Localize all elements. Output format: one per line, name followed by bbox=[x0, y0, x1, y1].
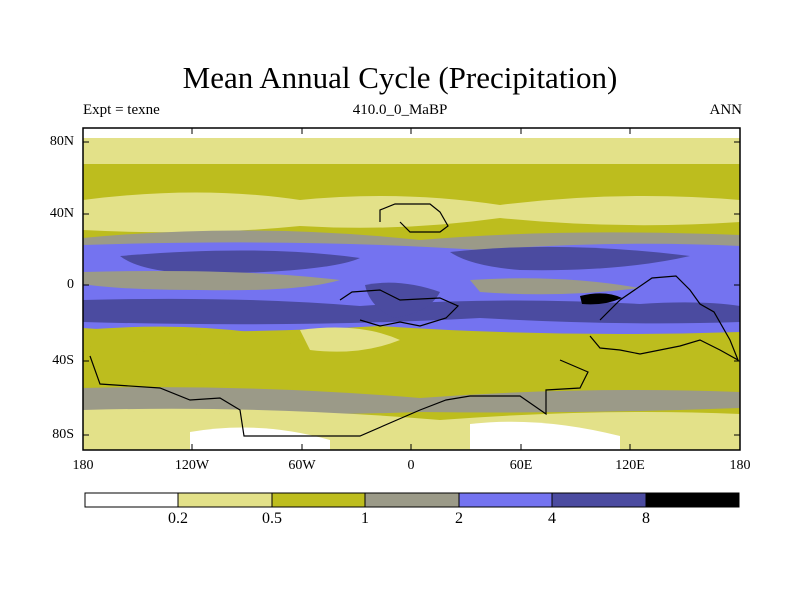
coastline-central-block bbox=[339, 289, 460, 327]
lat-label-0: 0 bbox=[67, 277, 74, 292]
colorbar-box-1 bbox=[178, 493, 272, 507]
field-north-itcz-west bbox=[120, 250, 360, 274]
lat-label-80s: 80S bbox=[52, 427, 74, 442]
lon-label-60w: 60W bbox=[288, 458, 316, 473]
season-label: ANN bbox=[709, 102, 743, 118]
lat-label-40s: 40S bbox=[52, 353, 74, 368]
field-north-itcz-east bbox=[450, 246, 690, 271]
experiment-label: Expt = texne bbox=[83, 102, 160, 118]
map-title: Mean Annual Cycle (Precipitation) bbox=[182, 60, 618, 95]
lon-label-60e: 60E bbox=[509, 458, 533, 473]
colorbar-label-4: 4 bbox=[548, 510, 556, 527]
field-equatorial-gray-east bbox=[470, 278, 640, 295]
colorbar-box-4 bbox=[459, 493, 552, 507]
field-north-dry-band bbox=[83, 138, 740, 164]
lon-label-120w: 120W bbox=[174, 458, 210, 473]
field-south-atlantic-dry bbox=[300, 327, 400, 352]
lon-label-120e: 120E bbox=[615, 458, 645, 473]
field-south-storm-track bbox=[83, 387, 740, 415]
colorbar-box-6 bbox=[646, 493, 739, 507]
colorbar-box-3 bbox=[365, 493, 459, 507]
field-south-polar-east bbox=[470, 421, 620, 450]
colorbar-frame bbox=[84, 492, 740, 508]
colorbar-box-2 bbox=[272, 493, 365, 507]
colorbar-box-0 bbox=[85, 493, 178, 507]
coastline-south-block bbox=[89, 355, 589, 437]
coastline-north-block bbox=[379, 203, 449, 233]
colorbar-label-1: 1 bbox=[361, 510, 369, 527]
colorbar-label-0-2: 0.2 bbox=[168, 510, 188, 527]
field-north-subtropic-band bbox=[83, 192, 740, 233]
lat-label-80n: 80N bbox=[49, 134, 74, 149]
colorbar-box-5 bbox=[552, 493, 646, 507]
lon-label-0: 0 bbox=[407, 458, 415, 473]
map-field bbox=[83, 128, 740, 450]
field-max-precip-cell bbox=[580, 293, 622, 305]
age-label: 410.0_0_MaBP bbox=[352, 102, 448, 118]
lat-label-40n: 40N bbox=[49, 206, 74, 221]
axis-ticks bbox=[82, 128, 741, 450]
field-south-polar-west bbox=[190, 427, 330, 450]
colorbar bbox=[84, 492, 740, 508]
colorbar-label-0-5: 0.5 bbox=[262, 510, 282, 527]
field-south-pacific-dry bbox=[83, 326, 300, 355]
lon-label-180w: 180 bbox=[72, 458, 94, 473]
colorbar-label-2: 2 bbox=[455, 510, 463, 527]
lon-label-180e: 180 bbox=[729, 458, 751, 473]
colorbar-label-8: 8 bbox=[642, 510, 650, 527]
field-equatorial-gray-west bbox=[83, 271, 340, 291]
coastline-east-block bbox=[589, 275, 740, 362]
